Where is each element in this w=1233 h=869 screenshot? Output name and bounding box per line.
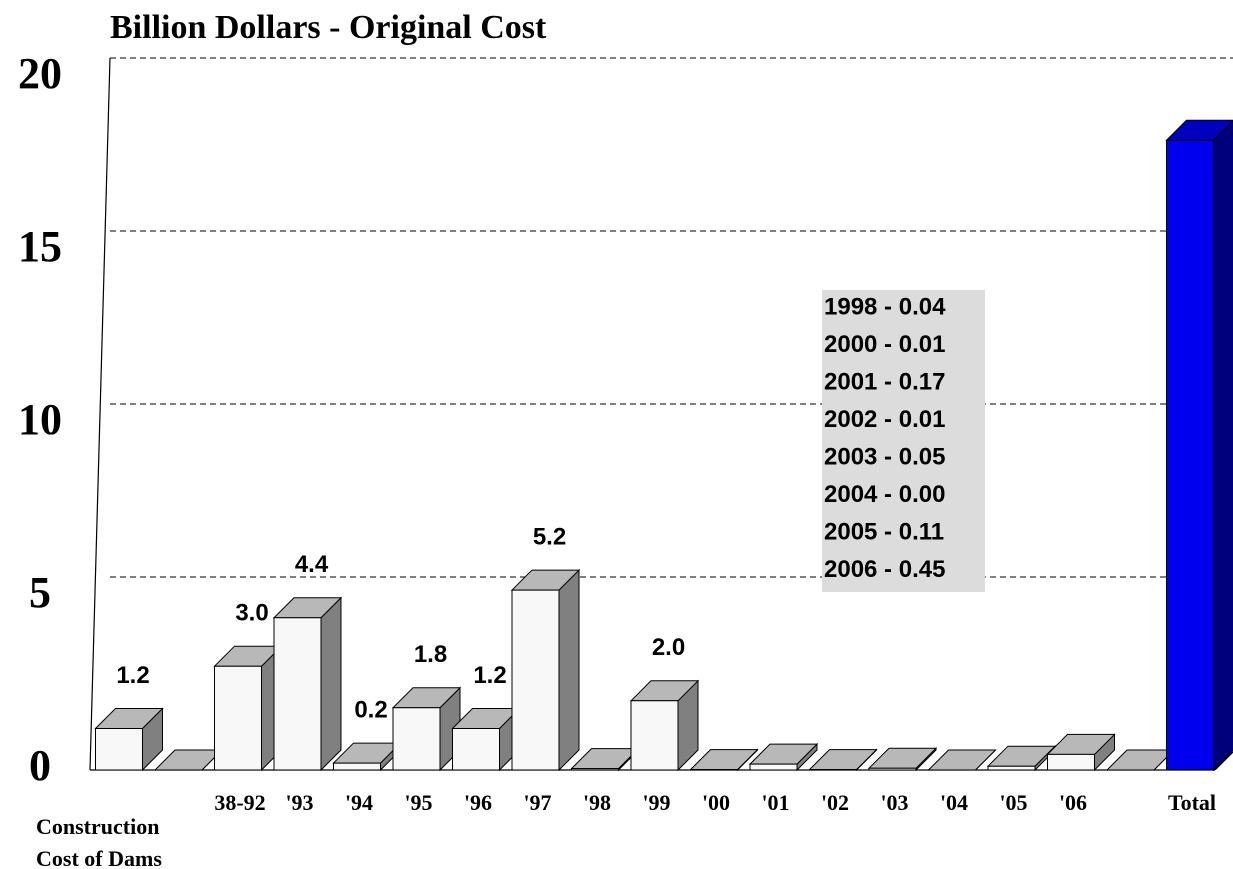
annotation-line: 2004 - 0.00 — [824, 481, 945, 508]
x-note: Cost of Dams — [36, 846, 162, 869]
bar — [570, 747, 640, 772]
bar-side — [558, 568, 580, 772]
x-tick-label: '94 — [345, 790, 373, 815]
value-label: 4.4 — [295, 551, 329, 578]
y-tick-label: 20 — [18, 49, 62, 98]
bar — [808, 748, 878, 772]
x-tick-label: '05 — [999, 790, 1027, 815]
bar — [689, 748, 759, 772]
bar-top — [986, 745, 1057, 767]
x-tick-label: '01 — [761, 790, 789, 815]
annotation-line: 2005 - 0.11 — [824, 518, 944, 545]
x-tick-label: '00 — [702, 790, 730, 815]
bar — [94, 707, 164, 772]
value-label: 3.0 — [235, 600, 268, 627]
bar-front — [95, 727, 143, 771]
x-tick-label: '99 — [642, 790, 670, 815]
bar-top — [927, 749, 997, 771]
bar — [510, 568, 581, 772]
x-tick-label: '93 — [285, 790, 313, 815]
bar-side — [1213, 120, 1233, 772]
x-note: Construction — [36, 814, 159, 839]
bar — [153, 749, 224, 771]
x-tick-label: '97 — [523, 790, 551, 815]
bar — [332, 741, 402, 772]
bar-front — [273, 617, 322, 771]
bar-front — [511, 589, 560, 771]
y-tick-label: 10 — [18, 395, 62, 444]
x-tick-label: '95 — [404, 790, 432, 815]
x-tick-label: 38-92 — [214, 790, 265, 815]
value-label: 1.2 — [116, 662, 149, 689]
annotation-box — [822, 290, 985, 592]
x-tick-label: '96 — [464, 790, 492, 815]
bar-side — [320, 596, 342, 772]
chart-title: Billion Dollars - Original Cost — [110, 9, 547, 46]
bar-front — [630, 700, 679, 771]
bar — [1046, 733, 1116, 772]
annotation-line: 2003 - 0.05 — [824, 443, 945, 470]
bar-top — [748, 743, 819, 765]
bar-top — [153, 749, 224, 771]
y-tick-label: 0 — [29, 741, 51, 790]
left-wall — [89, 57, 111, 771]
value-label: 0.2 — [354, 696, 387, 723]
bar-front — [868, 767, 917, 771]
value-label: 5.2 — [533, 523, 566, 550]
bar-front — [1166, 139, 1214, 771]
annotation-line: 2006 - 0.45 — [824, 556, 945, 583]
value-label: 2.0 — [652, 634, 685, 661]
bar — [748, 742, 819, 772]
annotation-line: 1998 - 0.04 — [824, 293, 946, 320]
bar-front — [214, 665, 262, 771]
bar-top — [867, 747, 938, 769]
bar-front — [749, 763, 798, 771]
bar-front — [452, 727, 500, 771]
bar-front — [987, 765, 1036, 771]
annotation-line: 2001 - 0.17 — [824, 368, 945, 395]
bar-front — [571, 768, 619, 771]
annotation-line: 2002 - 0.01 — [824, 406, 945, 433]
bar-front — [392, 707, 441, 771]
y-tick-label: 5 — [29, 568, 51, 617]
bar — [451, 707, 521, 772]
x-tick-label: '04 — [940, 790, 968, 815]
x-tick-label: Total — [1168, 790, 1216, 815]
bar-top — [1105, 749, 1176, 771]
bar — [272, 596, 343, 772]
bar-top — [570, 748, 640, 770]
bar — [986, 744, 1057, 772]
bar — [867, 747, 938, 772]
x-tick-label: '98 — [583, 790, 611, 815]
bar — [213, 644, 283, 772]
x-tick-label: '02 — [821, 790, 849, 815]
bar — [391, 686, 462, 772]
annotation-line: 2000 - 0.01 — [824, 331, 945, 358]
bar-front — [333, 762, 381, 771]
y-tick-label: 15 — [18, 222, 62, 271]
bar — [927, 749, 997, 771]
value-label: 1.2 — [473, 662, 506, 689]
bar-top — [689, 749, 759, 771]
floor-side — [1214, 751, 1233, 771]
value-label: 1.8 — [414, 641, 447, 668]
x-tick-label: '06 — [1059, 790, 1087, 815]
bar-top — [808, 749, 878, 771]
bar-front — [1047, 753, 1095, 771]
x-tick-label: '03 — [880, 790, 908, 815]
bar — [1165, 119, 1233, 772]
bar — [629, 679, 700, 772]
bar — [1105, 749, 1176, 771]
